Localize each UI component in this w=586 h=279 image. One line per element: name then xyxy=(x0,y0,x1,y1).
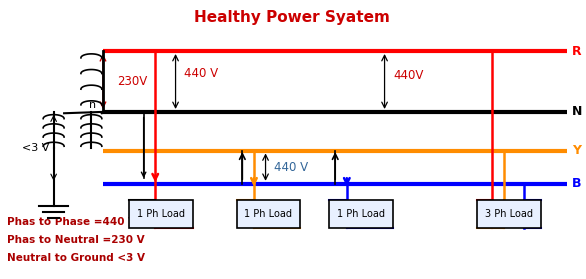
FancyBboxPatch shape xyxy=(237,200,301,228)
Text: B: B xyxy=(572,177,581,190)
FancyBboxPatch shape xyxy=(129,200,193,228)
FancyBboxPatch shape xyxy=(478,200,541,228)
Text: 440 V: 440 V xyxy=(184,67,219,80)
Text: Phas to Phase =440 V: Phas to Phase =440 V xyxy=(7,217,137,227)
Text: 440 V: 440 V xyxy=(274,161,308,174)
Text: Neutral to Ground <3 V: Neutral to Ground <3 V xyxy=(7,253,145,263)
FancyBboxPatch shape xyxy=(329,200,393,228)
Text: R: R xyxy=(572,45,582,57)
Text: 1 Ph Load: 1 Ph Load xyxy=(338,209,386,219)
Text: 440V: 440V xyxy=(393,69,424,83)
Text: Y: Y xyxy=(572,144,581,157)
Text: N: N xyxy=(572,105,582,118)
Text: Healthy Power Syatem: Healthy Power Syatem xyxy=(194,10,390,25)
Text: 230V: 230V xyxy=(118,75,148,88)
Text: 3 Ph Load: 3 Ph Load xyxy=(485,209,533,219)
Text: 1 Ph Load: 1 Ph Load xyxy=(244,209,292,219)
Text: Phas to Neutral =230 V: Phas to Neutral =230 V xyxy=(7,235,145,245)
Text: n: n xyxy=(89,100,96,110)
Text: 1 Ph Load: 1 Ph Load xyxy=(137,209,185,219)
Text: <3 V: <3 V xyxy=(22,143,49,153)
